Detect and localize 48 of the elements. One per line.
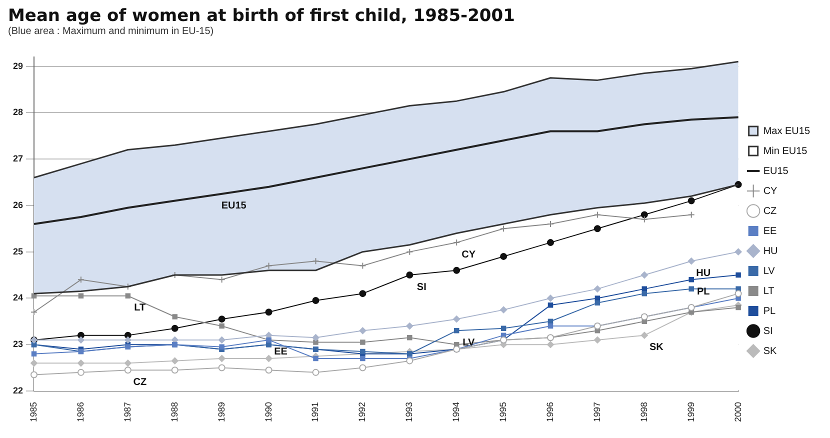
legend-label: Max EU15 <box>763 126 810 137</box>
annotation: SK <box>649 342 664 354</box>
legend-label: EE <box>763 226 777 237</box>
annotation: EE <box>274 346 288 358</box>
annotation: CZ <box>133 376 147 388</box>
x-tick-label: 1985 <box>28 402 38 422</box>
annotation: CY <box>462 249 476 260</box>
x-tick-label: 1990 <box>263 402 274 422</box>
legend-label: LT <box>763 286 774 297</box>
x-tick-label: 1991 <box>310 402 320 422</box>
y-tick-label: 27 <box>12 154 24 164</box>
legend-label: CZ <box>763 206 777 217</box>
legend-label: EU15 <box>763 166 789 177</box>
y-tick-label: 24 <box>12 292 24 303</box>
y-tick-label: 28 <box>12 107 24 118</box>
y-tick-label: 25 <box>12 246 24 256</box>
chart-title: Mean age of women at birth of first child, 1985-2001 <box>8 6 516 26</box>
legend-label: CY <box>763 186 778 197</box>
annotation: PL <box>696 286 710 298</box>
annotation: EU15 <box>221 200 247 212</box>
y-tick-label: 29 <box>12 60 24 71</box>
y-tick-label: 26 <box>12 200 24 210</box>
x-tick-label: 1986 <box>75 402 86 422</box>
x-tick-label: 1987 <box>122 402 132 422</box>
x-tick-label: 1997 <box>592 402 602 422</box>
x-tick-label: 1992 <box>357 402 368 422</box>
legend-label: PL <box>763 306 776 317</box>
annotation: SI <box>416 282 427 293</box>
x-tick-label: 1993 <box>404 402 414 422</box>
x-tick-label: 1998 <box>638 402 649 422</box>
legend-label: LV <box>763 266 776 277</box>
x-tick-label: 1994 <box>451 402 462 422</box>
annotation: LT <box>134 302 146 314</box>
annotation: LV <box>462 337 475 348</box>
x-tick-label: 1999 <box>686 402 696 422</box>
y-tick-label: 23 <box>12 339 24 350</box>
x-tick-label: 1989 <box>216 402 226 422</box>
legend-label: SK <box>763 346 777 357</box>
legend-label: SI <box>763 326 773 337</box>
chart-subtitle: (Blue area : Maximum and minimum in EU-15) <box>8 26 215 37</box>
annotation: HU <box>696 268 711 279</box>
x-tick-label: 1988 <box>169 402 180 422</box>
y-tick-label: 22 <box>12 385 24 396</box>
x-tick-label: 1995 <box>498 402 508 422</box>
legend-label: Min EU15 <box>763 146 808 157</box>
legend-label: HU <box>763 246 778 257</box>
x-tick-label: 2000 <box>732 402 743 422</box>
x-tick-label: 1996 <box>544 402 555 422</box>
